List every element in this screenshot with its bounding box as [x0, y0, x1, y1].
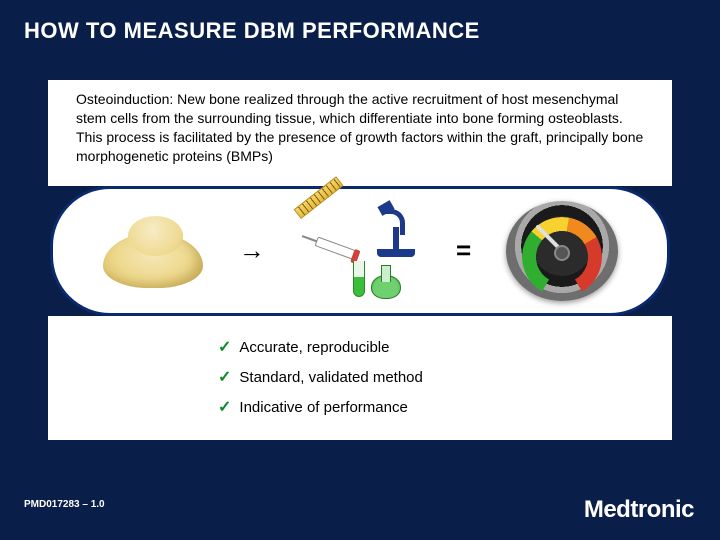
content-panel: Osteoinduction: New bone realized throug… — [48, 80, 672, 186]
bullet-indicative: ✓Indicative of performance — [218, 392, 672, 422]
equals-icon: = — [456, 235, 471, 266]
bullet-accurate: ✓Accurate, reproducible — [218, 332, 672, 362]
brand-logo: Medtronic — [584, 496, 694, 524]
arrow-icon: → — [239, 235, 265, 266]
process-infographic: → = — [50, 186, 670, 316]
bullet-panel: ✓Accurate, reproducible ✓Standard, valid… — [48, 316, 672, 440]
flask-icon — [371, 265, 399, 299]
slide-title: HOW TO MEASURE DBM PERFORMANCE — [0, 0, 720, 52]
check-icon: ✓ — [218, 339, 239, 356]
check-icon: ✓ — [218, 399, 239, 416]
bullet-text: Standard, validated method — [239, 369, 422, 386]
osteoinduction-description: Osteoinduction: New bone realized throug… — [70, 86, 662, 180]
gauge-hub — [554, 245, 570, 261]
testtube-icon — [353, 261, 365, 297]
bullet-text: Accurate, reproducible — [239, 339, 389, 356]
check-icon: ✓ — [218, 369, 239, 386]
lab-instruments-image — [295, 201, 425, 301]
bullet-standard: ✓Standard, validated method — [218, 362, 672, 392]
microscope-icon — [373, 203, 419, 257]
bullet-text: Indicative of performance — [239, 399, 407, 416]
powder-icon — [98, 206, 208, 296]
document-code: PMD017283 – 1.0 — [24, 499, 105, 510]
syringe-icon — [315, 236, 356, 259]
gauge-image — [502, 201, 622, 301]
bone-powder-image — [98, 206, 208, 296]
